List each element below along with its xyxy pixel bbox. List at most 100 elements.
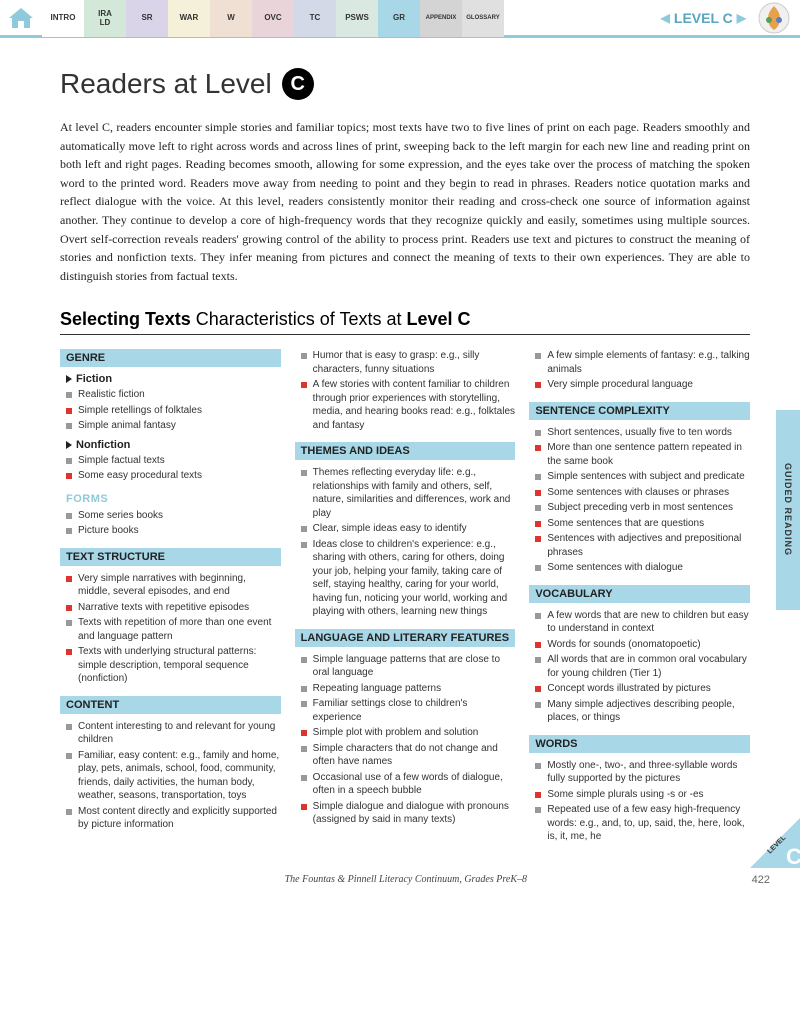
side-tab: GUIDED READING — [776, 410, 800, 610]
list-item: Some simple plurals using -s or -es — [535, 788, 750, 802]
category-header: TEXT STRUCTURE — [60, 548, 281, 566]
corner-level-badge: LEVEL C — [750, 818, 800, 868]
nav-tab-psws[interactable]: PSWS — [336, 0, 378, 37]
sub-header: Nonfiction — [66, 439, 281, 451]
item-list: Some series booksPicture books — [60, 509, 281, 538]
list-item: Some series books — [66, 509, 281, 523]
list-item: Simple characters that do not change and… — [301, 742, 516, 769]
category-header: CONTENT — [60, 696, 281, 714]
item-list: Simple factual textsSome easy procedural… — [60, 454, 281, 483]
item-list: Short sentences, usually five to ten wor… — [529, 426, 750, 575]
footer-credit: The Fountas & Pinnell Literacy Continuum… — [285, 874, 527, 885]
list-item: Simple factual texts — [66, 454, 281, 468]
list-item: A few words that are new to children but… — [535, 609, 750, 636]
logo-icon — [756, 0, 792, 36]
list-item: Picture books — [66, 524, 281, 538]
list-item: Very simple procedural language — [535, 378, 750, 392]
item-list: Humor that is easy to grasp: e.g., silly… — [295, 349, 516, 432]
page-number: 422 — [752, 874, 770, 886]
home-icon[interactable] — [0, 0, 42, 37]
category-header: VOCABULARY — [529, 585, 750, 603]
list-item: Some easy procedural texts — [66, 469, 281, 483]
list-item: Mostly one-, two-, and three-syllable wo… — [535, 759, 750, 786]
nav-tab-ovc[interactable]: OVC — [252, 0, 294, 37]
nav-tabs: INTROIRALDSRWARWOVCTCPSWSGRAPPENDIXGLOSS… — [42, 0, 504, 37]
list-item: Simple language patterns that are close … — [301, 653, 516, 680]
nav-tab-war[interactable]: WAR — [168, 0, 210, 37]
list-item: Themes reflecting everyday life: e.g., r… — [301, 466, 516, 520]
list-item: A few stories with content familiar to c… — [301, 378, 516, 432]
category-header: LANGUAGE AND LITERARY FEATURES — [295, 629, 516, 647]
column-2: Humor that is easy to grasp: e.g., silly… — [295, 349, 516, 846]
list-item: Realistic fiction — [66, 388, 281, 402]
category-header: WORDS — [529, 735, 750, 753]
list-item: Some sentences that are questions — [535, 517, 750, 531]
item-list: Simple language patterns that are close … — [295, 653, 516, 827]
page-content: Readers at Level C At level C, readers e… — [0, 38, 800, 866]
sub-header: Fiction — [66, 373, 281, 385]
list-item: Many simple adjectives describing people… — [535, 698, 750, 725]
list-item: Simple animal fantasy — [66, 419, 281, 433]
list-item: Simple retellings of folktales — [66, 404, 281, 418]
item-list: Content interesting to and relevant for … — [60, 720, 281, 832]
item-list: A few words that are new to children but… — [529, 609, 750, 725]
item-list: A few simple elements of fantasy: e.g., … — [529, 349, 750, 392]
level-indicator: ◀ LEVEL C ▶ — [657, 0, 800, 36]
item-list: Themes reflecting everyday life: e.g., r… — [295, 466, 516, 619]
list-item: All words that are in common oral vocabu… — [535, 653, 750, 680]
list-item: Clear, simple ideas easy to identify — [301, 522, 516, 536]
footer: The Fountas & Pinnell Literacy Continuum… — [0, 866, 800, 898]
list-item: Subject preceding verb in most sentences — [535, 501, 750, 515]
list-item: Sentences with adjectives and prepositio… — [535, 532, 750, 559]
svg-text:C: C — [786, 844, 800, 868]
list-item: Repeating language patterns — [301, 682, 516, 696]
nav-tab-w[interactable]: W — [210, 0, 252, 37]
list-item: A few simple elements of fantasy: e.g., … — [535, 349, 750, 376]
level-label: LEVEL C — [674, 10, 733, 26]
list-item: Simple plot with problem and solution — [301, 726, 516, 740]
next-level-icon[interactable]: ▶ — [737, 11, 746, 25]
list-item: Concept words illustrated by pictures — [535, 682, 750, 696]
list-item: Repeated use of a few easy high-frequenc… — [535, 803, 750, 844]
top-navigation: INTROIRALDSRWARWOVCTCPSWSGRAPPENDIXGLOSS… — [0, 0, 800, 38]
category-header: SENTENCE COMPLEXITY — [529, 402, 750, 420]
section-title: Selecting Texts Characteristics of Texts… — [60, 309, 750, 335]
list-item: Some sentences with dialogue — [535, 561, 750, 575]
column-1: GENRE Fiction Realistic fiction Simple rete… — [60, 349, 281, 846]
list-item: Texts with underlying structural pattern… — [66, 645, 281, 686]
list-item: Familiar settings close to children's ex… — [301, 697, 516, 724]
list-item: Narrative texts with repetitive episodes — [66, 601, 281, 615]
list-item: Familiar, easy content: e.g., family and… — [66, 749, 281, 803]
nav-tab-glo[interactable]: GLOSSARY — [462, 0, 504, 37]
item-list: Realistic fiction Simple retellings of fo… — [60, 388, 281, 433]
list-item: Occasional use of a few words of dialogu… — [301, 771, 516, 798]
page-title: Readers at Level — [60, 68, 272, 100]
list-item: Short sentences, usually five to ten wor… — [535, 426, 750, 440]
list-item: Simple dialogue and dialogue with pronou… — [301, 800, 516, 827]
nav-tab-intro[interactable]: INTRO — [42, 0, 84, 37]
item-list: Mostly one-, two-, and three-syllable wo… — [529, 759, 750, 844]
list-item: Words for sounds (onomatopoetic) — [535, 638, 750, 652]
nav-tab-gr[interactable]: GR — [378, 0, 420, 37]
category-header: THEMES AND IDEAS — [295, 442, 516, 460]
list-item: Simple sentences with subject and predic… — [535, 470, 750, 484]
intro-paragraph: At level C, readers encounter simple sto… — [60, 118, 750, 285]
nav-tab-ira[interactable]: IRALD — [84, 0, 126, 37]
forms-header: FORMS — [66, 493, 281, 505]
column-3: A few simple elements of fantasy: e.g., … — [529, 349, 750, 846]
list-item: Ideas close to children's experience: e.… — [301, 538, 516, 619]
nav-tab-sr[interactable]: SR — [126, 0, 168, 37]
page-title-row: Readers at Level C — [60, 68, 750, 100]
list-item: Texts with repetition of more than one e… — [66, 616, 281, 643]
list-item: Content interesting to and relevant for … — [66, 720, 281, 747]
list-item: Some sentences with clauses or phrases — [535, 486, 750, 500]
prev-level-icon[interactable]: ◀ — [661, 11, 670, 25]
nav-tab-tc[interactable]: TC — [294, 0, 336, 37]
category-header: GENRE — [60, 349, 281, 367]
side-tab-label: GUIDED READING — [783, 463, 793, 556]
list-item: Very simple narratives with beginning, m… — [66, 572, 281, 599]
nav-tab-app[interactable]: APPENDIX — [420, 0, 462, 37]
columns: GENRE Fiction Realistic fiction Simple rete… — [60, 349, 750, 846]
list-item: More than one sentence pattern repeated … — [535, 441, 750, 468]
item-list: Very simple narratives with beginning, m… — [60, 572, 281, 686]
